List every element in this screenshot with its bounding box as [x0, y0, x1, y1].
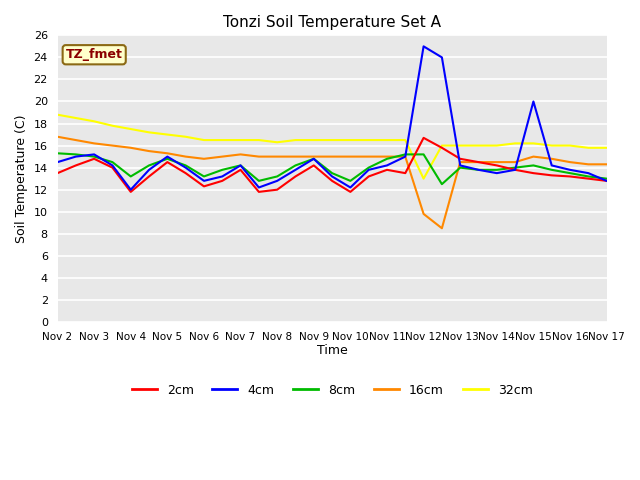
- Legend: 2cm, 4cm, 8cm, 16cm, 32cm: 2cm, 4cm, 8cm, 16cm, 32cm: [127, 379, 538, 402]
- Text: TZ_fmet: TZ_fmet: [66, 48, 123, 61]
- Title: Tonzi Soil Temperature Set A: Tonzi Soil Temperature Set A: [223, 15, 441, 30]
- X-axis label: Time: Time: [317, 345, 348, 358]
- Y-axis label: Soil Temperature (C): Soil Temperature (C): [15, 114, 28, 243]
